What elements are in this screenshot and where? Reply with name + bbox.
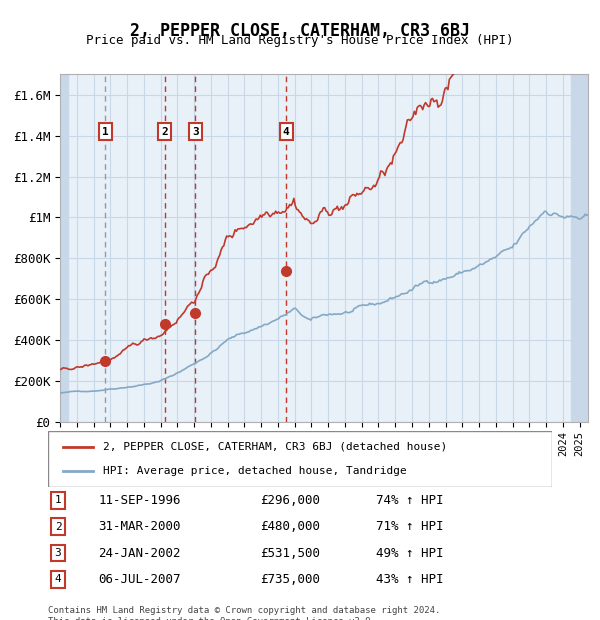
Text: 3: 3 <box>192 126 199 136</box>
Text: 31-MAR-2000: 31-MAR-2000 <box>98 520 181 533</box>
Text: 2, PEPPER CLOSE, CATERHAM, CR3 6BJ: 2, PEPPER CLOSE, CATERHAM, CR3 6BJ <box>130 22 470 40</box>
Text: 2: 2 <box>161 126 168 136</box>
Bar <box>571 74 588 422</box>
Text: 1: 1 <box>102 126 109 136</box>
Text: £480,000: £480,000 <box>260 520 320 533</box>
Text: 11-SEP-1996: 11-SEP-1996 <box>98 494 181 507</box>
Text: 1: 1 <box>55 495 61 505</box>
Text: 4: 4 <box>283 126 290 136</box>
Bar <box>571 74 588 422</box>
Text: 06-JUL-2007: 06-JUL-2007 <box>98 573 181 586</box>
Text: Price paid vs. HM Land Registry's House Price Index (HPI): Price paid vs. HM Land Registry's House … <box>86 34 514 47</box>
Text: 2, PEPPER CLOSE, CATERHAM, CR3 6BJ (detached house): 2, PEPPER CLOSE, CATERHAM, CR3 6BJ (deta… <box>103 441 448 451</box>
Text: 24-JAN-2002: 24-JAN-2002 <box>98 547 181 559</box>
Text: 49% ↑ HPI: 49% ↑ HPI <box>376 547 443 559</box>
Text: £296,000: £296,000 <box>260 494 320 507</box>
Text: 43% ↑ HPI: 43% ↑ HPI <box>376 573 443 586</box>
Bar <box>60 74 68 422</box>
Text: £531,500: £531,500 <box>260 547 320 559</box>
Text: HPI: Average price, detached house, Tandridge: HPI: Average price, detached house, Tand… <box>103 466 407 476</box>
Text: 4: 4 <box>55 574 61 585</box>
Text: 74% ↑ HPI: 74% ↑ HPI <box>376 494 443 507</box>
Text: 2: 2 <box>55 521 61 532</box>
Bar <box>60 74 68 422</box>
Text: Contains HM Land Registry data © Crown copyright and database right 2024.
This d: Contains HM Land Registry data © Crown c… <box>48 606 440 620</box>
FancyBboxPatch shape <box>48 431 552 487</box>
Text: 71% ↑ HPI: 71% ↑ HPI <box>376 520 443 533</box>
Text: 3: 3 <box>55 548 61 558</box>
Text: £735,000: £735,000 <box>260 573 320 586</box>
